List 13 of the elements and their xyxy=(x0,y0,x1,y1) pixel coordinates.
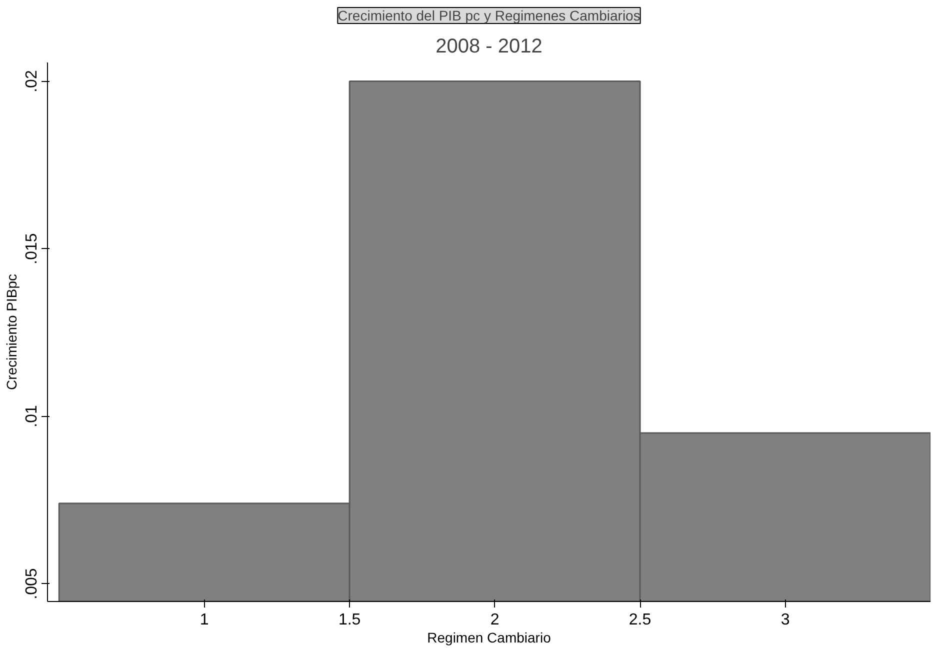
x-tick-label: 2.5 xyxy=(628,612,652,628)
y-tick-label: .005 xyxy=(24,568,40,600)
x-axis-title: Regimen Cambiario xyxy=(427,630,552,646)
chart-subtitle: 2008 - 2012 xyxy=(436,36,542,58)
x-tick-label: 2 xyxy=(490,612,500,628)
x-tick-label: 3 xyxy=(780,612,790,628)
x-tick-label: 1.5 xyxy=(338,612,361,628)
y-axis-title: Crecimiento PIBpc xyxy=(4,274,20,390)
chart-title: Crecimiento del PIB pc y Regimenes Cambiarios xyxy=(338,8,640,24)
x-tick-label: 1 xyxy=(200,612,209,628)
y-tick-label: .01 xyxy=(24,405,40,428)
y-tick-label: .015 xyxy=(24,233,40,264)
y-tick-label: .02 xyxy=(24,70,40,92)
